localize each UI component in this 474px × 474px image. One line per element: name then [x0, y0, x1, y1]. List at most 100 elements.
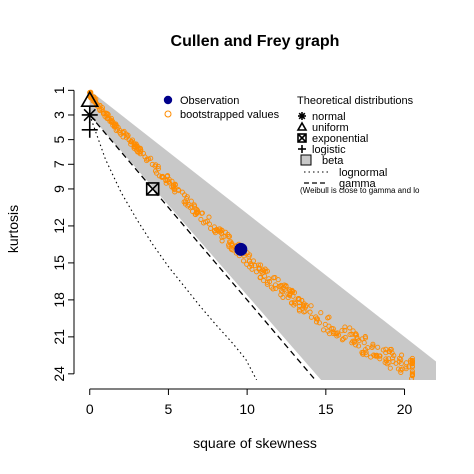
bootstrap-point — [275, 277, 281, 283]
x-tick-label: 10 — [239, 401, 255, 417]
bootstrap-point — [228, 246, 235, 252]
uniform-marker — [80, 90, 100, 107]
bootstrap-point — [286, 287, 293, 293]
legend-lognormal-label: lognormal — [339, 167, 387, 179]
bootstrap-point — [189, 204, 195, 210]
bootstrap-point — [403, 364, 409, 370]
bootstrap-point — [363, 349, 369, 355]
bootstrap-point — [308, 303, 314, 309]
legend-exponential-label: exponential — [312, 133, 368, 145]
legend-observations: Observation bootstrapped values — [163, 95, 280, 121]
bootstrap-point — [247, 264, 253, 270]
bootstrap-point — [219, 238, 225, 244]
bootstrap-point — [258, 262, 264, 268]
bootstrap-point — [409, 358, 415, 364]
x-axis-title: square of skewness — [193, 435, 317, 451]
bootstrap-point — [383, 350, 389, 356]
x-tick-label: 15 — [318, 401, 334, 417]
y-tick-label: 21 — [51, 329, 67, 345]
legend-logistic-label: logistic — [312, 144, 346, 156]
legend-beta-label: beta — [322, 155, 344, 167]
legend-label: Observation — [180, 95, 239, 107]
bootstrap-point — [362, 347, 368, 353]
bootstrap-point — [110, 122, 116, 128]
bootstrap-point — [170, 184, 176, 190]
bootstrap-point — [316, 320, 322, 326]
bootstrap-point — [340, 336, 346, 342]
bootstrap-point — [184, 194, 190, 200]
bootstrap-point — [131, 144, 138, 150]
bootstrap-point — [396, 355, 403, 361]
legend-exponential-marker — [297, 133, 307, 143]
bootstrap-point — [290, 293, 296, 299]
bootstrap-point — [350, 338, 356, 344]
bootstrap-point — [409, 355, 415, 361]
bootstrap-point — [204, 218, 210, 224]
bootstrap-point — [403, 366, 409, 372]
bootstrap-point — [352, 338, 358, 344]
bootstrap-point — [159, 174, 165, 180]
bootstrap-point — [198, 216, 204, 222]
bootstrap-point — [264, 281, 270, 287]
bootstrap-point — [257, 275, 263, 281]
bootstrap-point — [383, 356, 389, 362]
bootstrap-point — [211, 224, 217, 230]
bootstrap-point — [156, 173, 162, 179]
legend-normal-marker — [298, 112, 306, 120]
bootstrap-point — [320, 327, 327, 333]
legend-normal-label: normal — [312, 111, 346, 123]
legend-gamma-label: gamma — [339, 178, 377, 190]
bootstrap-point — [289, 300, 295, 306]
y-tick-label: 12 — [51, 218, 67, 234]
bootstrap-point — [296, 296, 302, 303]
legend-title: Theoretical distributions — [297, 95, 414, 107]
bootstrap-point — [342, 327, 348, 333]
bootstrap-point — [222, 229, 229, 235]
bootstrap-point — [388, 346, 394, 352]
bootstrap-point — [361, 340, 367, 346]
bootstrap-point — [199, 210, 205, 216]
bootstrap-point — [148, 155, 154, 161]
bootstrap-point — [152, 168, 159, 174]
bootstrap-point — [263, 268, 269, 274]
bootstrap-point — [188, 198, 194, 204]
bootstrap-point — [118, 131, 124, 137]
bootstrap-point — [325, 328, 331, 334]
bootstrap-point — [195, 208, 201, 214]
bootstrap-point — [155, 163, 161, 169]
bootstrap-point — [307, 309, 313, 315]
bootstrap-point — [134, 143, 140, 149]
bootstrap-point — [100, 108, 106, 114]
y-tick-label: 1 — [51, 86, 67, 94]
bootstrap-point — [303, 304, 309, 310]
bootstrap-point — [329, 325, 335, 331]
bootstrap-point — [350, 328, 356, 334]
y-tick-label: 24 — [51, 366, 67, 382]
bootstrap-point — [128, 141, 134, 147]
legend-uniform-label: uniform — [312, 122, 349, 134]
bootstrap-point — [347, 325, 353, 331]
bootstrap-point — [389, 350, 395, 356]
bootstrap-point — [296, 306, 302, 313]
x-tick-label: 20 — [397, 401, 413, 417]
legend-open-circle-marker — [164, 110, 172, 118]
legend-uniform-marker — [296, 121, 308, 131]
bootstrap-point — [322, 321, 328, 327]
bootstrap-point — [163, 177, 169, 184]
observation-point — [234, 242, 248, 256]
y-tick-label: 3 — [51, 111, 67, 119]
bootstrap-point — [383, 346, 389, 352]
bootstrap-point — [172, 187, 178, 193]
bootstrap-point — [375, 344, 381, 350]
legend-label: bootstrapped values — [180, 109, 280, 121]
bootstrap-point — [356, 343, 362, 349]
bootstrap-point — [374, 352, 380, 358]
bootstrap-point — [318, 310, 324, 316]
bootstrap-point — [395, 366, 401, 372]
bootstrap-point — [100, 111, 106, 117]
bootstrap-point — [342, 324, 348, 330]
bootstrap-point — [153, 162, 159, 168]
bootstrap-point — [370, 341, 376, 347]
legend-note: (Weibull is close to gamma and lo — [300, 186, 420, 195]
bootstrap-point — [283, 283, 289, 289]
